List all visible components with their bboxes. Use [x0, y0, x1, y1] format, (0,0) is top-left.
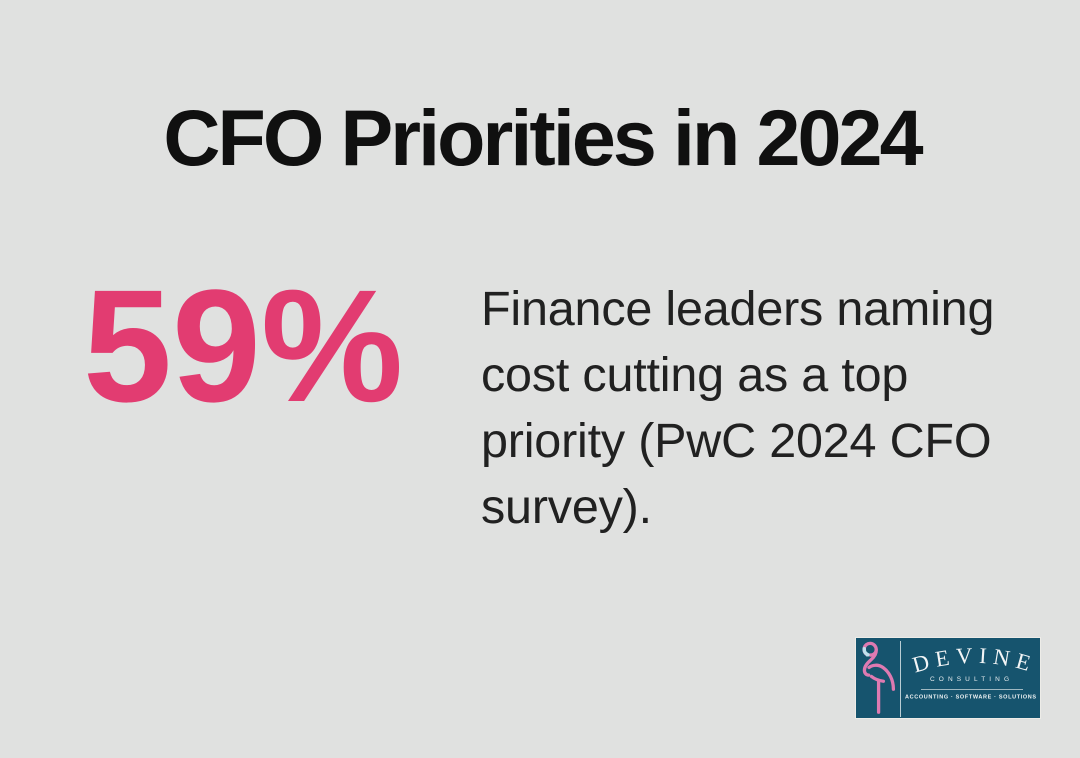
svg-text:DEVINE: DEVINE: [910, 643, 1040, 678]
